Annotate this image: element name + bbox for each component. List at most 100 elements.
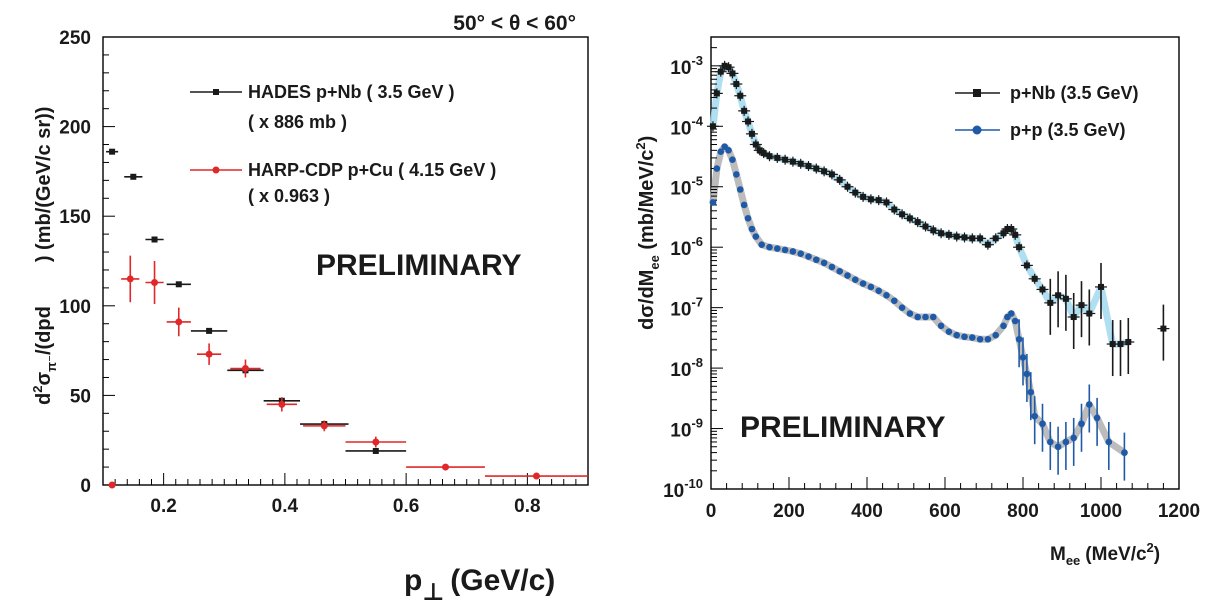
harp-point <box>320 422 328 430</box>
pnb-point <box>844 183 851 190</box>
pnb-point <box>1160 325 1167 332</box>
pp-point <box>1015 335 1023 343</box>
hades-point <box>109 148 116 155</box>
pnb-point <box>1078 302 1085 309</box>
pp-point <box>891 297 898 305</box>
right-chart: 0 200 400 600 800 1000 1200 10-3 10-4 10… <box>633 36 1200 568</box>
legend-harp-label: HARP-CDP p+Cu ( 4.15 GeV ) <box>248 160 496 180</box>
legend-hades-scale: ( x 886 mb ) <box>248 112 347 132</box>
pnb-point <box>733 81 740 88</box>
pp-point <box>748 225 756 233</box>
pnb-point <box>1039 286 1046 293</box>
harp-point <box>532 472 540 480</box>
pp-point <box>992 331 999 339</box>
pp-point <box>961 333 968 341</box>
pnb-point <box>741 107 748 114</box>
pnb-point <box>1000 230 1007 237</box>
left-x-tick-label: 0.8 <box>514 496 540 517</box>
harp-point <box>442 463 450 471</box>
pnb-point <box>860 193 867 200</box>
pp-point <box>1011 317 1019 325</box>
pnb-point <box>867 196 874 203</box>
pp-point <box>836 267 843 275</box>
pnb-point <box>813 165 820 172</box>
pp-point <box>709 199 717 206</box>
right-y-tick-label: 10-6 <box>670 234 703 260</box>
pp-point <box>984 335 992 343</box>
pp-point <box>914 313 921 321</box>
pp-point <box>789 248 797 255</box>
left-y-tick-label: 0 <box>80 476 91 497</box>
pp-point <box>1070 434 1077 442</box>
legend-harp-marker <box>212 166 220 174</box>
left-x-tick-label: 0.2 <box>150 496 176 517</box>
pnb-point <box>774 154 781 161</box>
pnb-point <box>752 141 759 148</box>
legend-pp-label: p+p (3.5 GeV) <box>1010 120 1126 140</box>
pnb-point <box>729 70 736 77</box>
harp-point <box>372 438 380 446</box>
right-x-tick-label: 800 <box>1007 501 1039 522</box>
pp-point <box>969 334 976 341</box>
pp-point <box>937 322 945 330</box>
pnb-point <box>760 150 767 157</box>
pnb-point <box>805 163 812 170</box>
pp-point <box>813 256 820 264</box>
legend-pnb-marker <box>973 89 981 97</box>
series-pp <box>709 143 1128 481</box>
hades-point <box>151 236 158 243</box>
series-pnb <box>706 60 1170 377</box>
left-y-tick-label: 150 <box>59 207 91 228</box>
pnb-point <box>797 160 804 167</box>
right-y-tick-label: 10-3 <box>670 53 703 79</box>
pp-point <box>1086 401 1093 408</box>
harp-point <box>151 279 159 287</box>
pp-point <box>781 246 789 254</box>
harp-point <box>241 365 249 373</box>
harp-point <box>126 275 134 283</box>
pp-point <box>805 253 812 260</box>
pp-point <box>976 335 984 343</box>
right-x-tick-labels: 0 200 400 600 800 1000 1200 <box>706 501 1200 522</box>
pp-point <box>733 171 740 178</box>
pp-point <box>945 328 953 336</box>
pnb-point <box>984 241 991 248</box>
pnb-point <box>1023 262 1030 269</box>
pp-point <box>930 313 937 321</box>
pp-point <box>898 304 906 311</box>
pp-point <box>740 201 748 209</box>
pnb-point <box>1125 339 1132 346</box>
pnb-point <box>961 234 968 241</box>
pnb-point <box>875 197 882 204</box>
right-y-tick-label: 10-5 <box>670 174 703 200</box>
pp-point <box>729 156 736 164</box>
harp-point <box>205 350 213 358</box>
hades-point <box>175 281 182 288</box>
pp-point <box>828 263 836 271</box>
pnb-point <box>828 171 835 178</box>
hades-point <box>372 447 379 454</box>
pnb-point <box>1070 314 1077 321</box>
pnb-point <box>906 215 913 222</box>
right-y-tick-label: 10-7 <box>670 295 703 321</box>
pp-point <box>844 272 851 279</box>
pp-point <box>1031 412 1038 420</box>
pnb-point <box>756 147 763 154</box>
pp-point <box>1078 420 1085 428</box>
pnb-point <box>953 233 960 240</box>
pnb-point <box>1047 299 1054 306</box>
pnb-point <box>1117 341 1124 348</box>
pnb-point <box>836 176 843 183</box>
pnb-point <box>938 230 945 237</box>
pnb-point <box>1012 231 1019 238</box>
pnb-point <box>1086 310 1093 317</box>
right-legend: p+Nb (3.5 GeV) p+p (3.5 GeV) <box>955 83 1139 140</box>
right-x-tick-label: 0 <box>706 501 717 522</box>
pnb-point <box>737 92 744 99</box>
pp-point <box>744 215 752 222</box>
right-y-axis-label: dσ/dMee (mb/MeV/c2) <box>633 136 662 330</box>
pp-point <box>859 280 867 287</box>
pnb-point <box>721 62 728 69</box>
pnb-point <box>969 235 976 242</box>
left-y-tick-label: 200 <box>59 118 91 139</box>
